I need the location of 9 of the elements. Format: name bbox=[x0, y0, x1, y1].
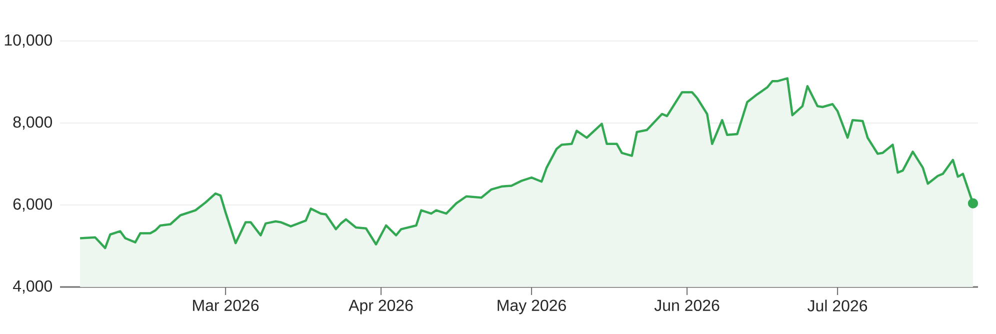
x-tick-label: Apr 2026 bbox=[348, 300, 413, 314]
x-tick-label: May 2026 bbox=[498, 300, 566, 314]
y-tick-label: 8,000 bbox=[13, 116, 52, 130]
x-tick-label: Jun 2026 bbox=[654, 300, 720, 312]
y-tick-label: 6,000 bbox=[13, 198, 52, 212]
x-tick-label: Mar 2026 bbox=[193, 300, 259, 312]
y-tick-label: 4,000 bbox=[12, 280, 52, 294]
y-tick-label: 10,000 bbox=[4, 34, 52, 48]
x-tick-label: Jul 2026 bbox=[808, 300, 868, 312]
